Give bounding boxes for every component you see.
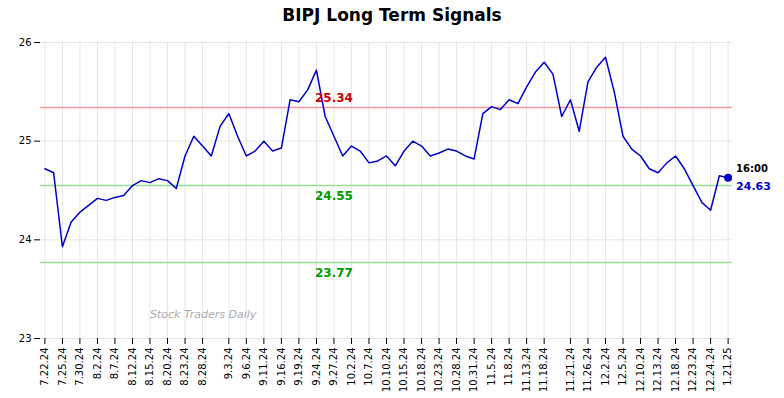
svg-text:10.28.24: 10.28.24 — [451, 348, 462, 393]
svg-text:12.10.24: 12.10.24 — [635, 348, 646, 393]
svg-text:9.11.24: 9.11.24 — [258, 348, 269, 386]
svg-text:11.13.24: 11.13.24 — [521, 348, 532, 393]
svg-text:8.2.24: 8.2.24 — [92, 348, 103, 380]
svg-text:11.8.24: 11.8.24 — [503, 348, 514, 386]
svg-text:12.23.24: 12.23.24 — [687, 348, 698, 393]
svg-text:8.28.24: 8.28.24 — [197, 348, 208, 386]
svg-text:8.12.24: 8.12.24 — [127, 348, 138, 386]
svg-text:25: 25 — [19, 135, 32, 146]
svg-text:9.24.24: 9.24.24 — [311, 348, 322, 386]
svg-text:8.15.24: 8.15.24 — [144, 348, 155, 386]
svg-text:9.19.24: 9.19.24 — [293, 348, 304, 386]
svg-text:24: 24 — [19, 234, 32, 245]
svg-text:10.18.24: 10.18.24 — [416, 348, 427, 393]
svg-text:9.6.24: 9.6.24 — [241, 348, 252, 380]
svg-text:Stock Traders Daily: Stock Traders Daily — [150, 308, 257, 321]
svg-text:9.3.24: 9.3.24 — [223, 348, 234, 380]
svg-text:10.15.24: 10.15.24 — [398, 348, 409, 393]
svg-text:7.22.24: 7.22.24 — [39, 348, 50, 386]
svg-text:12.13.24: 12.13.24 — [652, 348, 663, 393]
svg-text:8.20.24: 8.20.24 — [162, 348, 173, 386]
svg-text:24.63: 24.63 — [736, 180, 771, 193]
svg-text:25.34: 25.34 — [315, 91, 353, 105]
svg-text:12.24.24: 12.24.24 — [705, 348, 716, 393]
svg-text:1.21.25: 1.21.25 — [722, 348, 733, 386]
svg-text:8.23.24: 8.23.24 — [179, 348, 190, 386]
svg-text:12.2.24: 12.2.24 — [600, 348, 611, 386]
svg-text:10.10.24: 10.10.24 — [381, 348, 392, 393]
svg-text:9.16.24: 9.16.24 — [276, 348, 287, 386]
html-text:BIPJ Long Term Signals: BIPJ Long Term Signals — [282, 5, 502, 25]
svg-text:23: 23 — [19, 333, 32, 344]
svg-text:10.31.24: 10.31.24 — [468, 348, 479, 393]
svg-text:10.7.24: 10.7.24 — [363, 348, 374, 386]
svg-text:16:00: 16:00 — [736, 163, 768, 174]
svg-text:11.5.24: 11.5.24 — [486, 348, 497, 386]
svg-text:9.27.24: 9.27.24 — [328, 348, 339, 386]
svg-text:10.2.24: 10.2.24 — [346, 348, 357, 386]
svg-text:7.30.24: 7.30.24 — [74, 348, 85, 386]
svg-text:11.18.24: 11.18.24 — [538, 348, 549, 393]
svg-text:12.18.24: 12.18.24 — [670, 348, 681, 393]
svg-text:26: 26 — [19, 37, 32, 48]
svg-text:23.77: 23.77 — [315, 266, 353, 280]
svg-text:12.5.24: 12.5.24 — [617, 348, 628, 386]
svg-text:11.21.24: 11.21.24 — [565, 348, 576, 393]
svg-text:10.23.24: 10.23.24 — [433, 348, 444, 393]
svg-text:8.7.24: 8.7.24 — [109, 348, 120, 380]
svg-text:24.55: 24.55 — [315, 189, 353, 203]
svg-text:11.26.24: 11.26.24 — [582, 348, 593, 393]
svg-text:7.25.24: 7.25.24 — [57, 348, 68, 386]
